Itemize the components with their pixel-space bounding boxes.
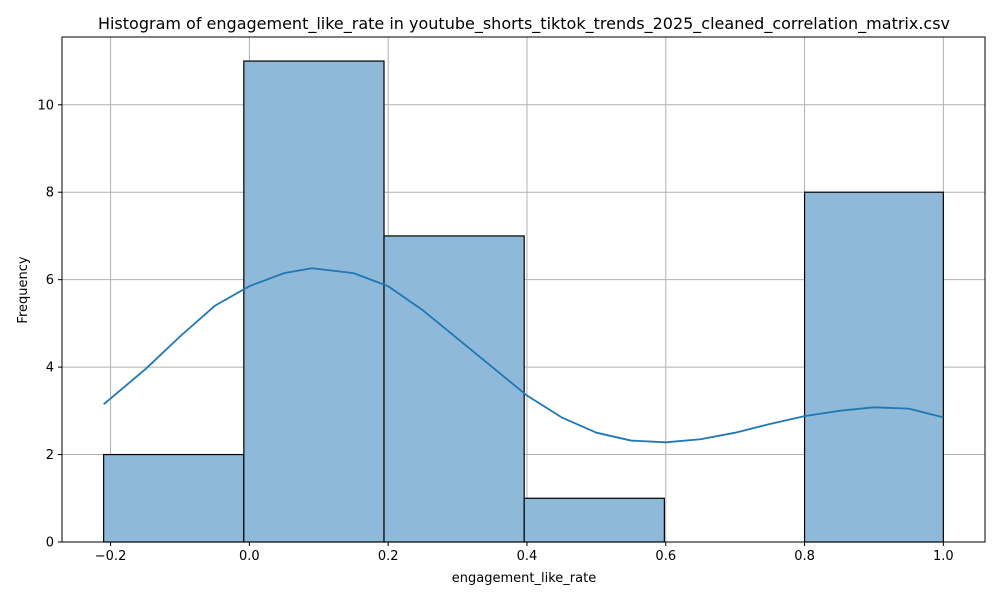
kde-layer — [103, 267, 944, 444]
x-axis-label: engagement_like_rate — [452, 571, 596, 586]
plot-frame — [61, 36, 986, 543]
y-axis-label: Frequency — [16, 256, 31, 323]
x-tick-label: 1.0 — [933, 549, 954, 564]
x-tick-label: 0.8 — [794, 549, 815, 564]
y-tick-label: 4 — [46, 361, 54, 376]
histogram-bar — [803, 191, 944, 543]
chart-title: Histogram of engagement_like_rate in you… — [98, 14, 950, 34]
y-tick-label: 0 — [46, 536, 54, 551]
y-tick-label: 8 — [46, 186, 54, 201]
x-tick-label: 0.2 — [378, 549, 399, 564]
y-tick-label: 10 — [37, 98, 54, 113]
x-ticks: −0.2 0.0 0.2 0.4 0.6 0.8 1.0 — [95, 542, 954, 564]
histogram-bar — [243, 60, 385, 543]
x-tick-label: 0.4 — [517, 549, 538, 564]
x-tick-label: 0.6 — [655, 549, 676, 564]
histogram-bar — [523, 497, 665, 543]
histogram-bar — [383, 235, 525, 543]
y-tick-label: 2 — [46, 448, 54, 463]
histogram-bar — [103, 453, 245, 543]
kde-curve — [103, 267, 944, 444]
x-tick-label: −0.2 — [95, 549, 127, 564]
x-tick-label: 0.0 — [239, 549, 260, 564]
bars-layer — [103, 60, 944, 543]
y-ticks: 0 2 4 6 8 10 — [37, 98, 62, 551]
y-tick-label: 6 — [46, 273, 54, 288]
